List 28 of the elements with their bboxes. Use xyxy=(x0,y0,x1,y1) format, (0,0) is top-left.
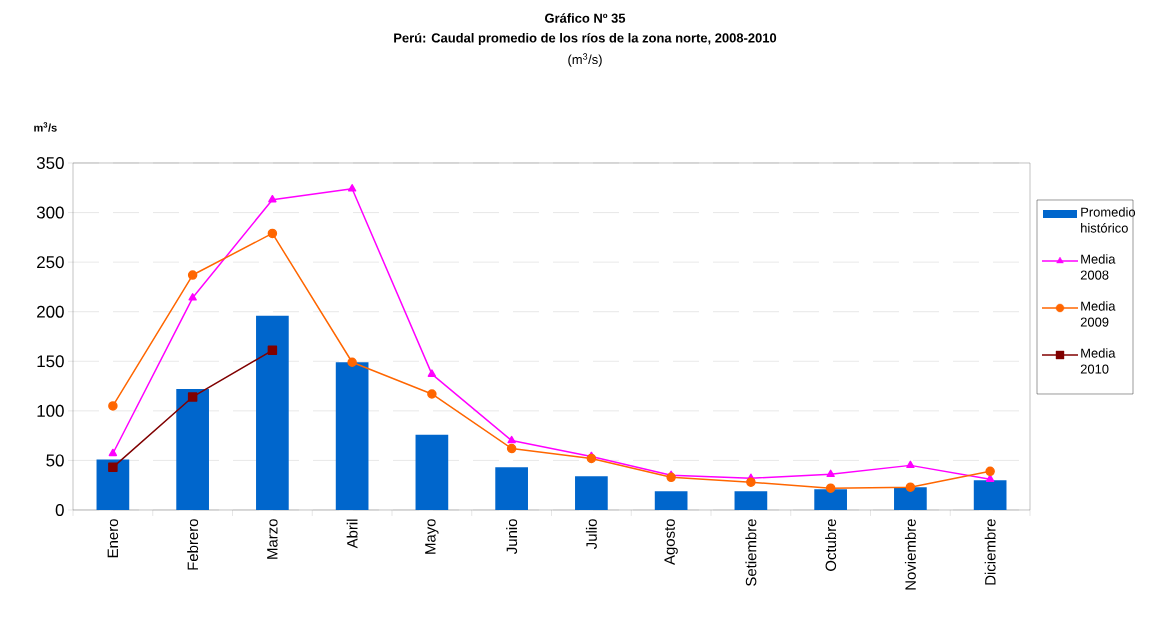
y-tick-label: 0 xyxy=(55,503,64,516)
y-tick-label: 350 xyxy=(36,156,64,169)
x-tick-label: Agosto xyxy=(664,519,678,565)
x-tick-label: Mayo xyxy=(425,519,439,554)
y-tick-label: 200 xyxy=(37,305,64,318)
chart-subtitle: Perú: Caudal promedio de los ríos de la zona norte, 2008-2010 xyxy=(394,32,777,46)
legend-label: Media 2009 xyxy=(1080,301,1116,327)
x-tick-label: Setiembre xyxy=(745,519,757,586)
x-tick-label: Junio xyxy=(506,519,518,554)
x-tick-label: Enero xyxy=(107,519,119,558)
legend-label: Media 2010 xyxy=(1080,348,1116,374)
x-tick-label: Octubre xyxy=(825,519,837,571)
x-tick-label: Julio xyxy=(585,519,597,549)
y-tick-label: 150 xyxy=(37,355,64,368)
y-tick-label: 300 xyxy=(36,206,64,219)
x-tick-label: Marzo xyxy=(267,519,278,559)
x-tick-label: Febrero xyxy=(187,519,199,570)
x-tick-label: Diciembre xyxy=(984,519,996,585)
y-tick-label: 250 xyxy=(37,256,64,269)
y-tick-label: 50 xyxy=(46,454,64,467)
chart-title: Gráfico Nº 35 xyxy=(545,13,626,23)
x-tick-label: Noviembre xyxy=(904,519,916,590)
y-axis-title: m$^{3}$/s xyxy=(34,122,57,132)
text: (m$^{3}$/s) xyxy=(568,53,602,67)
legend-label: Media 2008 xyxy=(1080,254,1116,280)
x-tick-label: Abril xyxy=(346,519,358,549)
y-tick-label: 100 xyxy=(37,404,64,417)
legend-label: Promedio histórico xyxy=(1081,207,1136,233)
